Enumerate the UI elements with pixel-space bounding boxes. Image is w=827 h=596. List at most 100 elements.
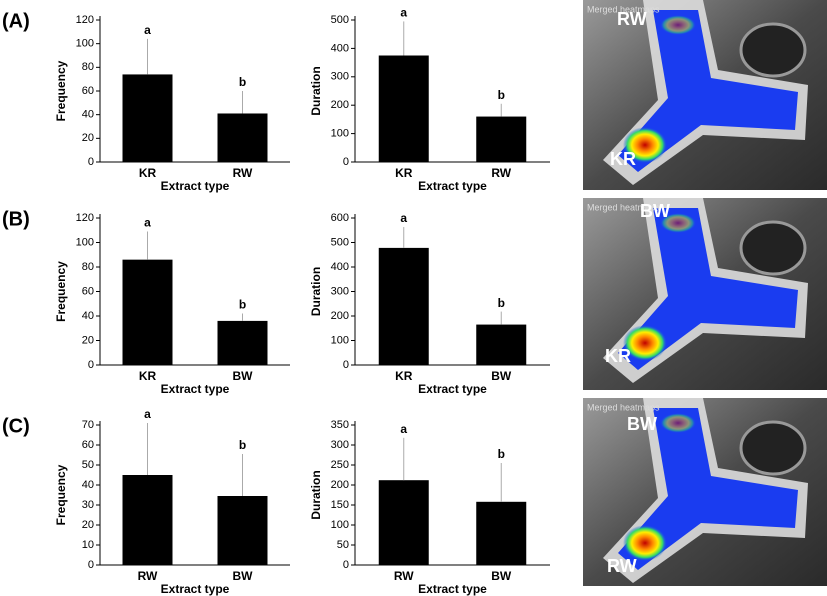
bar <box>476 116 527 162</box>
bar <box>122 74 173 162</box>
y-tick-label: 300 <box>331 285 349 297</box>
heatmap-top-label: BW <box>627 414 657 434</box>
bucket <box>739 22 807 78</box>
y-axis-label: Duration <box>309 470 323 519</box>
significance-letter: b <box>239 298 246 312</box>
x-tick-label: KR <box>395 369 413 383</box>
y-axis-label: Duration <box>309 267 323 316</box>
y-tick-label: 100 <box>331 519 349 531</box>
x-tick-label: RW <box>394 569 414 583</box>
bar <box>378 55 429 162</box>
bucket <box>739 420 807 476</box>
x-tick-label: BW <box>491 369 512 383</box>
significance-letter: a <box>144 407 151 421</box>
significance-letter: a <box>400 422 407 436</box>
y-tick-label: 0 <box>88 156 94 168</box>
y-tick-label: 40 <box>82 479 94 491</box>
heatmap-bottom-label: KR <box>610 149 636 169</box>
x-axis-label: Extract type <box>418 179 487 193</box>
heatmap-image: Merged heatmaps <box>583 198 827 390</box>
heatmap-caption: Merged heatmaps <box>587 202 660 212</box>
y-axis-label: Frequency <box>54 261 68 322</box>
heatmap-hotspot <box>623 325 667 361</box>
x-tick-label: KR <box>139 166 157 180</box>
heatmap-image: Merged heatmaps <box>583 398 827 586</box>
y-tick-label: 50 <box>337 539 349 551</box>
significance-letter: a <box>144 23 151 37</box>
y-tick-label: 80 <box>82 261 94 273</box>
bar <box>378 480 429 565</box>
x-tick-label: BW <box>491 569 512 583</box>
significance-letter: b <box>498 296 505 310</box>
y-tick-label: 400 <box>331 261 349 273</box>
y-tick-label: 300 <box>331 439 349 451</box>
y-tick-label: 0 <box>343 559 349 571</box>
panel-label: (A) <box>2 10 30 32</box>
significance-letter: a <box>400 211 407 225</box>
y-tick-label: 40 <box>82 109 94 121</box>
y-axis-label: Duration <box>309 66 323 115</box>
bar <box>217 113 268 162</box>
y-tick-label: 60 <box>82 285 94 297</box>
heatmap-fill <box>618 408 798 570</box>
y-tick-label: 60 <box>82 85 94 97</box>
y-tick-label: 10 <box>82 539 94 551</box>
significance-letter: b <box>239 75 246 89</box>
y-axis-label: Frequency <box>54 464 68 525</box>
x-axis-label: Extract type <box>418 582 487 596</box>
y-tick-label: 120 <box>76 212 94 224</box>
y-tick-label: 0 <box>343 156 349 168</box>
heatmap-top-label: BW <box>640 201 670 221</box>
significance-letter: a <box>144 216 151 230</box>
heatmap-hotspot <box>623 127 667 163</box>
x-axis-label: Extract type <box>161 582 230 596</box>
x-tick-label: RW <box>491 166 511 180</box>
heatmap-fill <box>618 10 798 172</box>
x-tick-label: KR <box>395 166 413 180</box>
y-tick-label: 300 <box>331 71 349 83</box>
bar <box>476 324 527 365</box>
y-tick-label: 350 <box>331 419 349 431</box>
significance-letter: b <box>498 447 505 461</box>
bar <box>476 501 527 565</box>
panel-label: (C) <box>2 415 30 437</box>
y-tick-label: 200 <box>331 479 349 491</box>
heatmap-fill <box>618 208 798 370</box>
y-tick-label: 200 <box>331 99 349 111</box>
y-tick-label: 0 <box>343 359 349 371</box>
y-tick-label: 400 <box>331 42 349 54</box>
heatmap-image: Merged heatmaps <box>583 0 827 190</box>
y-tick-label: 120 <box>76 14 94 26</box>
y-tick-label: 100 <box>331 128 349 140</box>
y-tick-label: 0 <box>88 559 94 571</box>
y-tick-label: 80 <box>82 61 94 73</box>
bar <box>217 320 268 365</box>
x-tick-label: KR <box>139 369 157 383</box>
y-tick-label: 70 <box>82 419 94 431</box>
x-axis-label: Extract type <box>161 179 230 193</box>
y-tick-label: 100 <box>331 334 349 346</box>
y-axis-label: Frequency <box>54 60 68 121</box>
y-tick-label: 60 <box>82 439 94 451</box>
heatmap-warm <box>660 213 696 233</box>
y-tick-label: 20 <box>82 519 94 531</box>
significance-letter: b <box>239 438 246 452</box>
heatmap-caption: Merged heatmaps <box>587 4 660 14</box>
y-tick-label: 100 <box>76 38 94 50</box>
y-tick-label: 600 <box>331 212 349 224</box>
bar <box>122 475 173 565</box>
y-tick-label: 30 <box>82 499 94 511</box>
panel-label: (B) <box>2 208 30 230</box>
y-tick-label: 500 <box>331 14 349 26</box>
x-axis-label: Extract type <box>418 382 487 396</box>
bar <box>122 259 173 365</box>
x-tick-label: RW <box>233 166 253 180</box>
y-tick-label: 500 <box>331 236 349 248</box>
significance-letter: a <box>400 6 407 20</box>
significance-letter: b <box>498 88 505 102</box>
y-tick-label: 200 <box>331 310 349 322</box>
y-tick-label: 20 <box>82 132 94 144</box>
x-axis-label: Extract type <box>161 382 230 396</box>
y-tick-label: 0 <box>88 359 94 371</box>
